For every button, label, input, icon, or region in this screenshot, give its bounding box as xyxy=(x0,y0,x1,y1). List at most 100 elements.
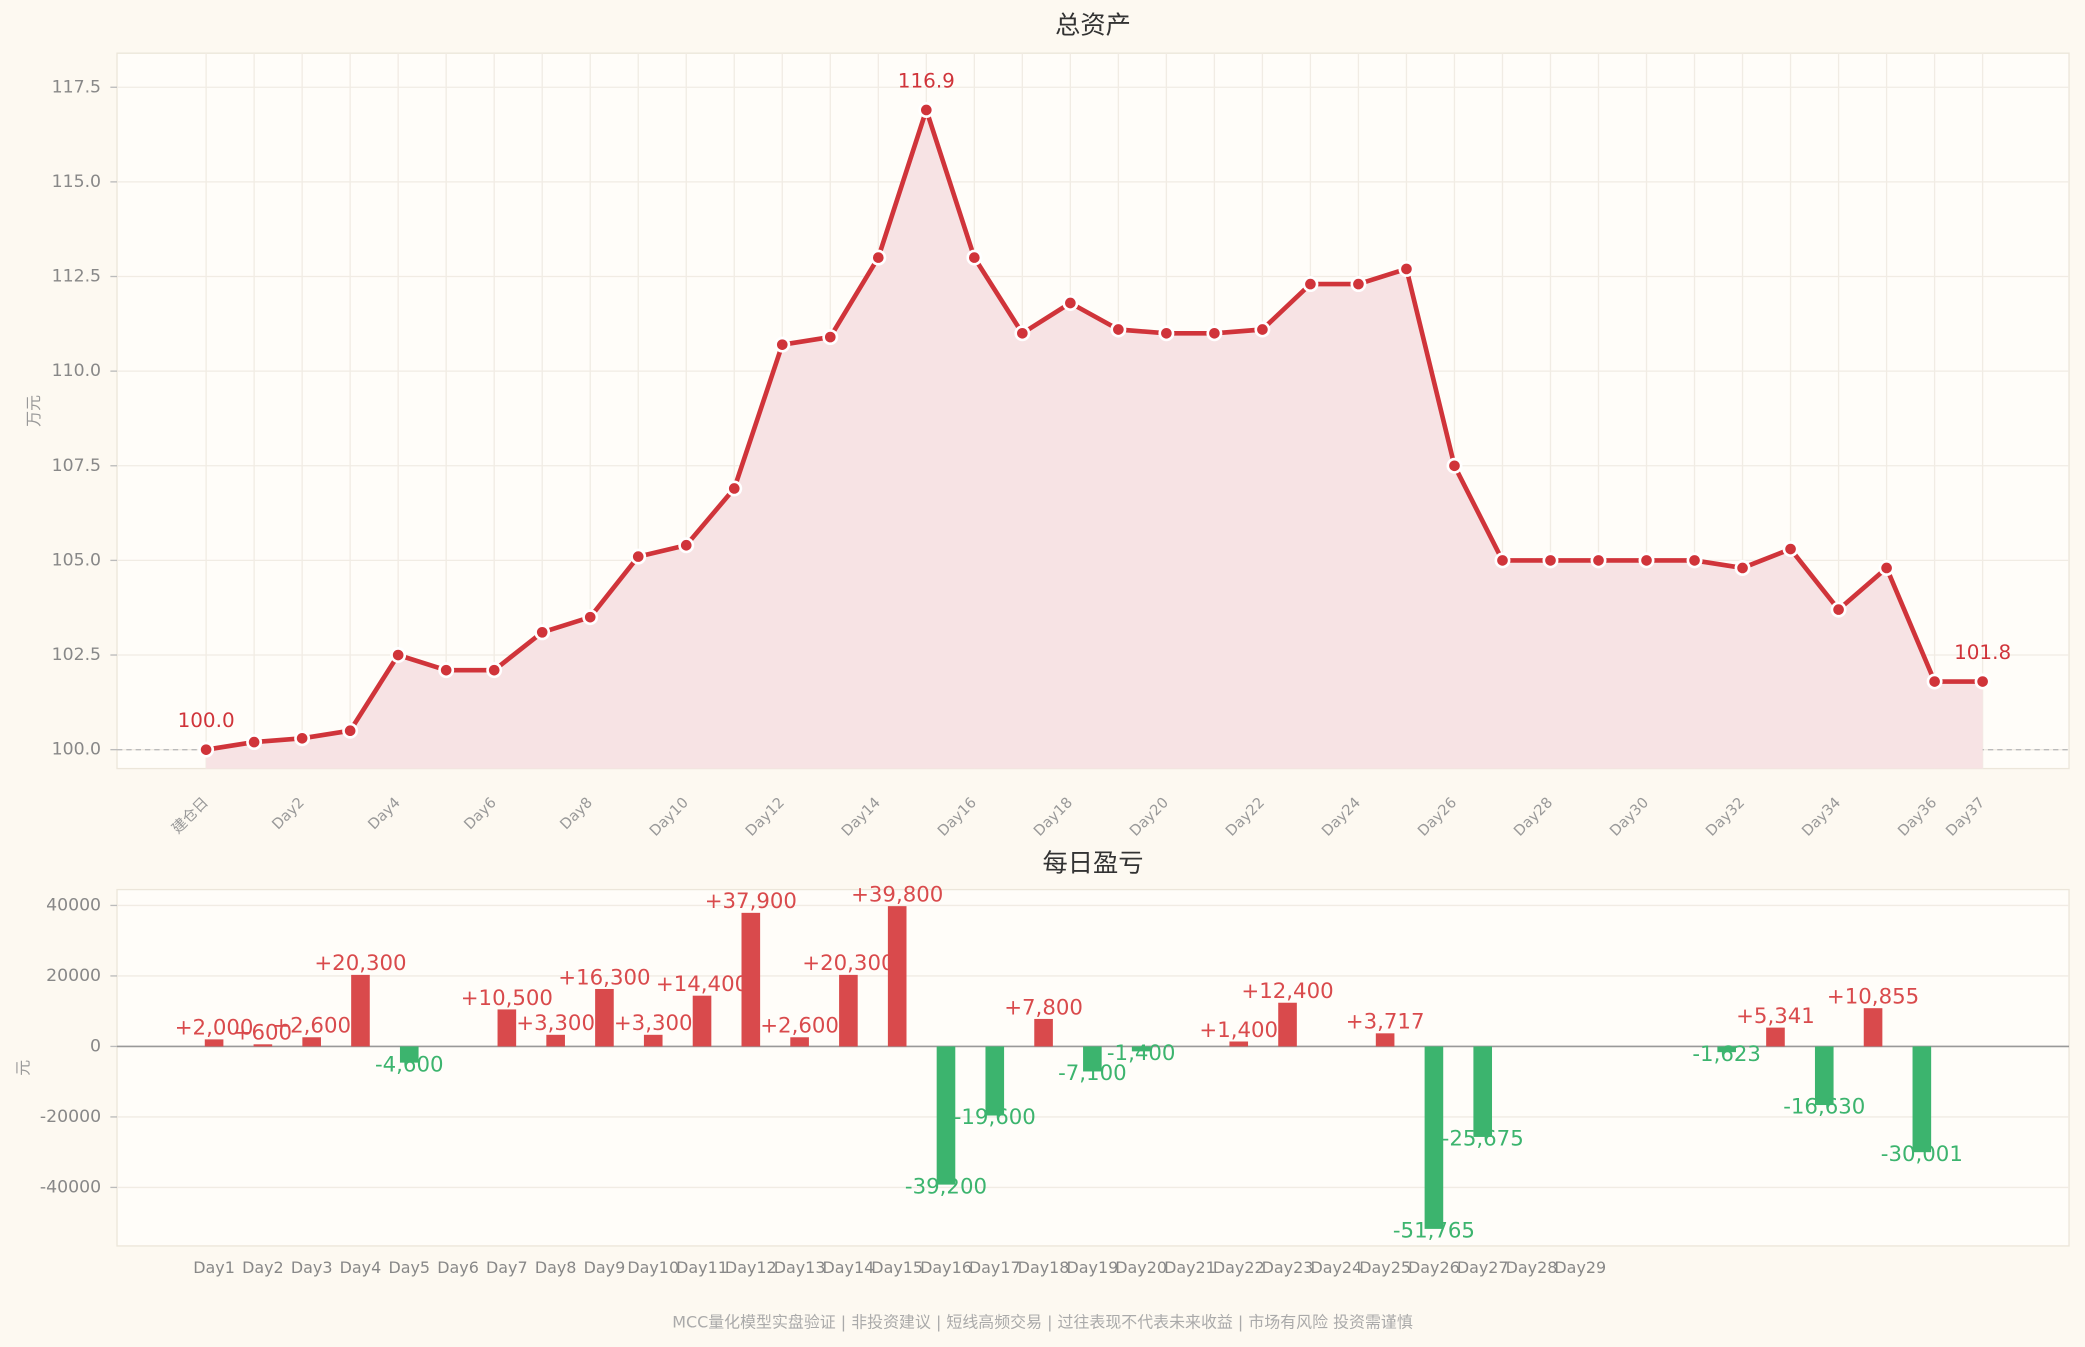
bar xyxy=(1473,1046,1493,1137)
x-tick-label: Day8 xyxy=(557,794,596,833)
data-label: +16,300 xyxy=(558,965,650,990)
x-tick-label: Day26 xyxy=(1408,1258,1460,1277)
point xyxy=(582,609,599,626)
x-tick-label: 建仓日 xyxy=(169,794,212,837)
x-tick-label: Day4 xyxy=(340,1258,382,1277)
point xyxy=(918,101,935,118)
bar xyxy=(839,974,858,1047)
x-tick-label: Day12 xyxy=(725,1258,777,1277)
point xyxy=(1110,321,1127,338)
point xyxy=(1974,673,1991,690)
x-tick-label: Day25 xyxy=(1359,1258,1411,1277)
point xyxy=(966,249,983,266)
data-label: +7,800 xyxy=(1004,995,1083,1020)
bar xyxy=(741,912,761,1047)
data-label: +5,341 xyxy=(1736,1004,1815,1029)
x-tick-label: Day19 xyxy=(1066,1258,1118,1277)
x-tick-label: Day24 xyxy=(1319,794,1365,840)
point xyxy=(1446,457,1463,474)
data-label: +20,300 xyxy=(802,951,894,976)
point xyxy=(1926,673,1943,690)
x-tick-label: Day36 xyxy=(1895,794,1941,840)
data-label: +14,400 xyxy=(656,972,748,997)
data-label: -16,630 xyxy=(1783,1095,1865,1120)
x-tick-label: Day37 xyxy=(1943,794,1989,840)
point xyxy=(1254,321,1271,338)
point xyxy=(390,647,407,663)
data-label: +37,900 xyxy=(705,889,797,914)
point xyxy=(1062,295,1079,311)
bar xyxy=(985,1046,1005,1116)
y-tick-label: 100.0 xyxy=(52,740,101,760)
data-label: +12,400 xyxy=(1241,979,1333,1004)
x-tick-label: Day22 xyxy=(1213,1258,1265,1277)
point xyxy=(678,537,695,554)
data-label: -19,600 xyxy=(954,1105,1036,1130)
data-label: -39,200 xyxy=(905,1174,987,1199)
y-tick-label: 107.5 xyxy=(52,456,101,476)
point xyxy=(534,624,551,641)
chart-title: 总资产 xyxy=(1055,11,1131,40)
y-tick-label: 102.5 xyxy=(52,645,101,665)
x-tick-label: Day10 xyxy=(646,794,692,840)
data-label: +3,300 xyxy=(516,1011,595,1036)
bar xyxy=(546,1034,565,1047)
x-tick-label: Day15 xyxy=(871,1258,923,1277)
bar xyxy=(790,1037,809,1047)
x-tick-label: Day2 xyxy=(269,794,308,833)
data-label: -1,400 xyxy=(1107,1041,1176,1066)
point xyxy=(198,741,215,758)
x-tick-label: Day22 xyxy=(1222,794,1268,840)
x-tick-label: Day28 xyxy=(1511,794,1557,840)
data-label: +2,600 xyxy=(760,1014,839,1039)
data-label: -25,675 xyxy=(1442,1127,1524,1152)
bar xyxy=(1814,1046,1834,1106)
bar xyxy=(692,995,712,1047)
data-label: +600 xyxy=(234,1021,292,1046)
footer: MCC量化模型实盘验证 | 非投资建议 | 短线高频交易 | 过往表现不代表未来… xyxy=(672,1313,1413,1332)
data-label: +3,300 xyxy=(614,1011,693,1036)
bar xyxy=(1278,1002,1297,1047)
x-tick-label: Day8 xyxy=(535,1258,577,1277)
y-tick-label: 105.0 xyxy=(52,550,101,570)
data-label: -1,623 xyxy=(1692,1042,1761,1067)
bar xyxy=(253,1044,273,1047)
y-tick-label: 40000 xyxy=(46,895,101,915)
point xyxy=(630,548,647,565)
y-axis-label: 元 xyxy=(13,1060,32,1076)
x-tick-label: Day28 xyxy=(1506,1258,1558,1277)
point xyxy=(1494,552,1511,569)
y-tick-label: -40000 xyxy=(40,1177,101,1197)
bar xyxy=(887,906,907,1047)
data-label: 101.8 xyxy=(1954,640,2011,664)
x-tick-label: Day6 xyxy=(437,1258,479,1277)
x-tick-label: Day14 xyxy=(838,794,884,840)
point xyxy=(726,480,743,497)
data-label: +10,855 xyxy=(1827,985,1919,1010)
bar xyxy=(204,1039,224,1047)
x-tick-label: Day32 xyxy=(1703,794,1749,840)
bar xyxy=(595,988,614,1047)
data-label: 116.9 xyxy=(898,69,955,93)
y-tick-label: 0 xyxy=(90,1036,101,1056)
chart-title: 每日盈亏 xyxy=(1043,848,1144,877)
x-tick-label: Day6 xyxy=(461,794,500,833)
y-tick-label: 20000 xyxy=(46,966,101,986)
point xyxy=(1590,552,1607,569)
point xyxy=(1350,276,1367,293)
bar xyxy=(1131,1046,1151,1052)
bar xyxy=(351,974,370,1047)
x-tick-label: Day20 xyxy=(1126,794,1172,840)
x-tick-label: Day10 xyxy=(627,1258,679,1277)
x-tick-label: Day1 xyxy=(193,1258,235,1277)
point xyxy=(294,730,311,747)
x-tick-label: Day16 xyxy=(920,1258,972,1277)
data-label: +39,800 xyxy=(851,883,943,908)
x-tick-label: Day21 xyxy=(1164,1258,1216,1277)
data-label: +2,600 xyxy=(272,1014,351,1039)
bar xyxy=(1717,1046,1736,1053)
bar xyxy=(1375,1033,1395,1047)
data-label: +2,000 xyxy=(175,1016,254,1041)
